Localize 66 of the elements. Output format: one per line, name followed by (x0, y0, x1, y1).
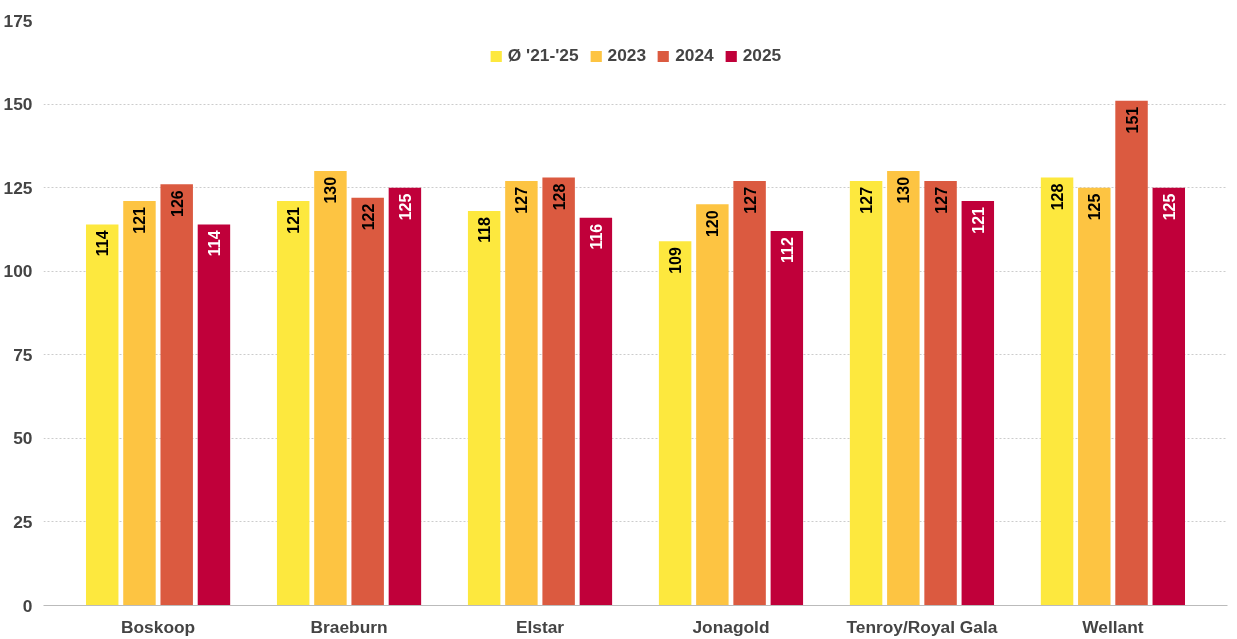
x-tick-label: Boskoop (121, 616, 196, 637)
bar (849, 180, 883, 606)
y-tick-label: 0 (22, 595, 33, 616)
bar (1152, 187, 1186, 606)
x-tick-label: Jonagold (692, 616, 770, 637)
bar (1115, 100, 1148, 606)
bar (197, 224, 231, 606)
bar (351, 197, 384, 606)
data-label: 127 (858, 186, 876, 214)
data-label: 125 (1086, 193, 1104, 221)
legend-label: 2024 (675, 45, 714, 66)
bar (924, 180, 957, 606)
x-tick-label: Wellant (1082, 616, 1144, 637)
y-tick-label: 75 (13, 344, 33, 365)
legend-label: 2025 (742, 45, 782, 66)
data-label: 130 (322, 176, 340, 204)
bar (658, 241, 692, 606)
bar (733, 180, 766, 606)
bar (1040, 177, 1074, 606)
data-label: 122 (359, 203, 377, 231)
bar (160, 184, 193, 606)
data-label: 126 (168, 190, 186, 217)
data-label: 112 (778, 237, 796, 263)
bar (85, 224, 119, 606)
data-label: 121 (131, 206, 149, 234)
x-tick-label: Elstar (515, 616, 565, 637)
bar (696, 204, 729, 606)
y-tick-label: 50 (13, 428, 33, 449)
x-tick-label: Braeburn (310, 616, 388, 637)
bar (123, 201, 156, 606)
data-label: 116 (587, 223, 605, 250)
data-label: 121 (969, 206, 987, 234)
data-label: 151 (1123, 106, 1141, 134)
data-label: 130 (895, 176, 913, 204)
data-label: 128 (1049, 183, 1067, 211)
y-tick-label: 125 (3, 177, 33, 198)
data-label: 109 (667, 247, 685, 274)
bar (505, 180, 538, 606)
data-label: 125 (396, 193, 414, 221)
bar (961, 201, 995, 606)
bar (314, 170, 347, 606)
data-label: 121 (285, 206, 303, 234)
bar (276, 201, 310, 606)
data-label: 114 (205, 230, 223, 257)
bar (542, 177, 575, 606)
data-label: 127 (741, 186, 759, 214)
y-tick-label: 25 (13, 511, 33, 532)
y-tick-label: 100 (3, 261, 33, 282)
legend-label: Ø '21-'25 (507, 45, 579, 66)
bar (579, 217, 613, 606)
bar (388, 187, 422, 606)
data-label: 120 (704, 210, 722, 238)
bar (887, 170, 920, 606)
legend-label: 2023 (607, 45, 647, 66)
data-label: 128 (550, 183, 568, 211)
data-label: 114 (94, 230, 112, 257)
data-label: 127 (932, 186, 950, 214)
y-tick-label: 150 (3, 94, 33, 115)
data-label: 118 (476, 216, 494, 243)
y-tick-label: 175 (3, 10, 33, 31)
data-label: 127 (513, 186, 531, 214)
bar (1078, 187, 1111, 606)
bar (467, 211, 501, 606)
x-tick-label: Tenroy/Royal Gala (846, 616, 998, 637)
data-label: 125 (1160, 193, 1178, 221)
bar (770, 231, 804, 606)
